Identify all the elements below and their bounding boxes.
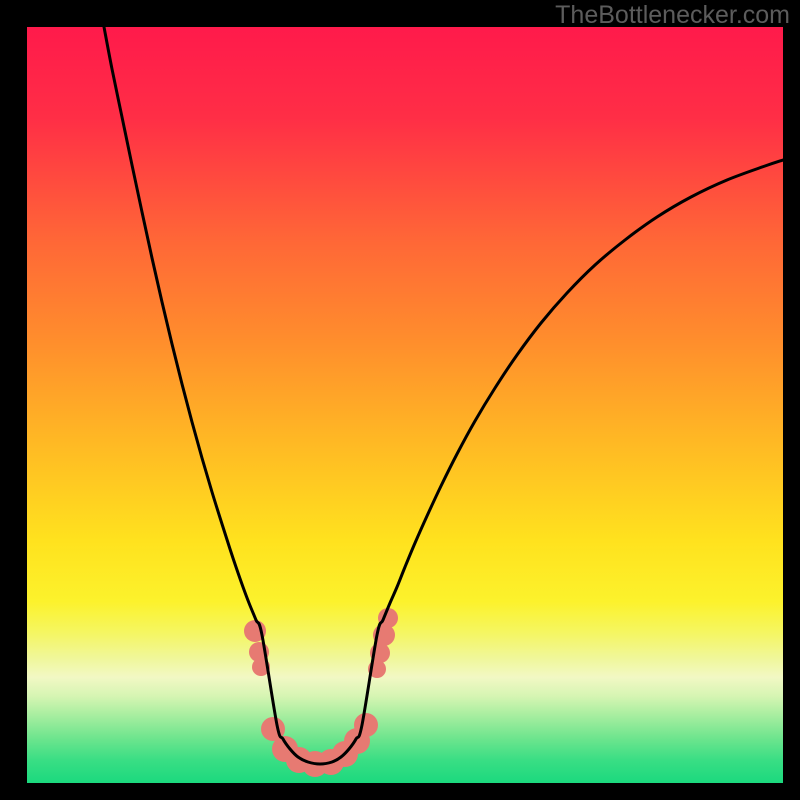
coral-marker xyxy=(354,713,378,737)
coral-marker-cluster xyxy=(244,608,398,777)
chart-svg xyxy=(27,27,783,783)
chart-plot-area xyxy=(27,27,783,783)
bottleneck-curve xyxy=(104,27,783,764)
watermark-text: TheBottlenecker.com xyxy=(555,1,790,30)
